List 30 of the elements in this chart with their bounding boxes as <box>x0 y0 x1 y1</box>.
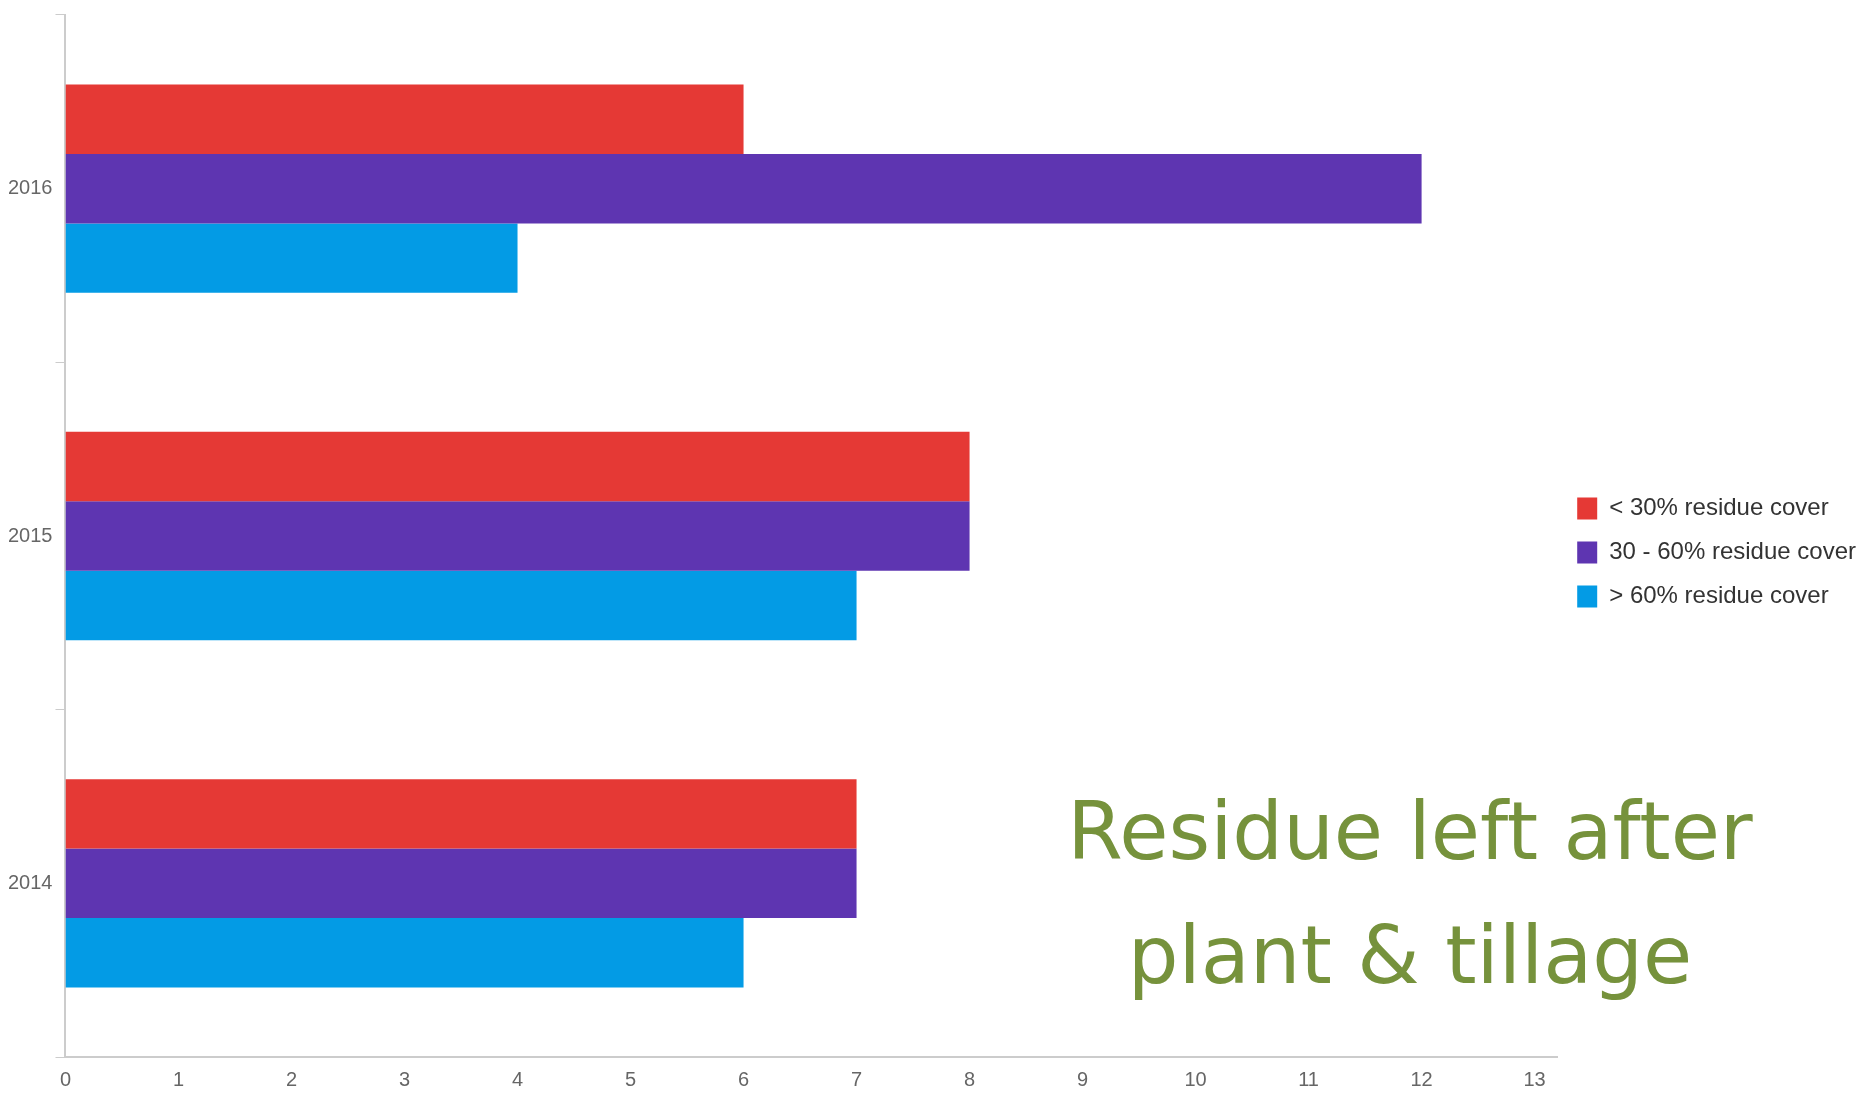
x-tick-label: 6 <box>737 1067 750 1090</box>
x-tick-label: 1 <box>172 1067 185 1090</box>
bar <box>65 918 744 988</box>
x-tick-label: 2 <box>285 1067 298 1090</box>
legend-label: 30 - 60% residue cover <box>1609 537 1857 565</box>
bar <box>65 153 1422 224</box>
x-tick-label: 12 <box>1410 1067 1433 1090</box>
x-tick-label: 11 <box>1298 1067 1319 1090</box>
bar <box>65 501 970 571</box>
x-tick-label: 5 <box>624 1067 637 1090</box>
bar <box>65 779 857 849</box>
text: Residue left after plant & tillage <box>1066 784 1754 1004</box>
bar <box>65 431 970 502</box>
x-tick-label: 10 <box>1184 1067 1207 1090</box>
x-tick-label: 3 <box>398 1067 411 1090</box>
bar <box>65 84 744 154</box>
y-tick-label: 2016 <box>7 176 53 199</box>
x-tick-label: 4 <box>511 1067 524 1090</box>
bar <box>65 848 857 919</box>
y-tick-label: 2014 <box>7 870 53 893</box>
legend-label: > 60% residue cover <box>1609 581 1829 609</box>
legend-label: < 30% residue cover <box>1609 493 1829 521</box>
x-tick-label: 8 <box>964 1067 976 1090</box>
x-tick-label: 9 <box>1077 1067 1089 1090</box>
x-tick-label: 13 <box>1523 1067 1546 1090</box>
y-tick-label: 2015 <box>7 523 53 546</box>
bar <box>65 223 518 293</box>
bar <box>65 570 857 641</box>
x-tick-label: 0 <box>59 1067 72 1090</box>
x-tick-label: 7 <box>850 1067 863 1090</box>
